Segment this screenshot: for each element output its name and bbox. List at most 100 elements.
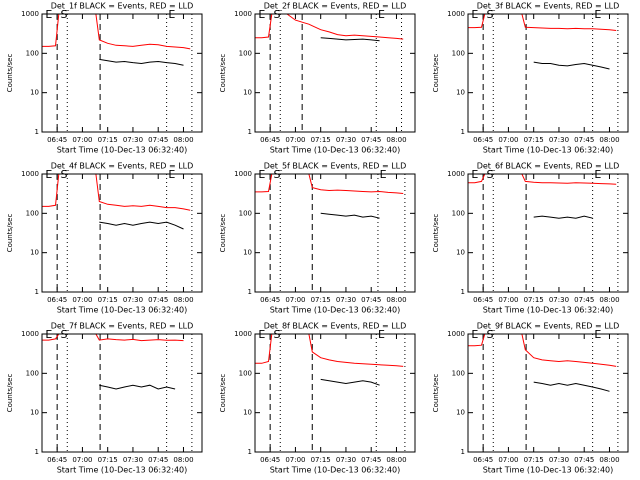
panel: Det_9f BLACK = Events, RED = LLD Counts/s… — [432, 322, 629, 475]
x-tick-label: 08:00 — [173, 136, 193, 144]
y-tick-label: 1 — [248, 288, 252, 296]
y-axis-label: Counts/sec — [6, 54, 14, 93]
y-tick-label: 100 — [26, 369, 39, 377]
y-tick-label: 1 — [461, 448, 465, 456]
y-tick-label: 1 — [35, 288, 39, 296]
y-tick-label: 1 — [248, 448, 252, 456]
panel: Det_4f BLACK = Events, RED = LLD Counts/s… — [6, 162, 203, 315]
y-tick-label: 100 — [26, 209, 39, 217]
x-axis-label: Start Time (10-Dec-13 06:32:40) — [270, 466, 401, 475]
plot-frame — [467, 173, 629, 293]
y-tick-label: 1000 — [447, 170, 465, 178]
x-tick-label: 07:30 — [549, 136, 569, 144]
x-tick-label: 07:45 — [148, 136, 168, 144]
plot-frame — [41, 333, 203, 453]
y-tick-label: 10 — [243, 89, 252, 97]
y-tick-label: 10 — [456, 89, 465, 97]
series-line — [533, 215, 593, 219]
x-axis-label: Start Time (10-Dec-13 06:32:40) — [483, 146, 614, 155]
x-tick-label: 07:15 — [524, 456, 544, 464]
series-line — [99, 221, 184, 230]
panel-title: Det_7f BLACK = Events, RED = LLD — [51, 322, 194, 331]
x-tick-label: 06:45 — [473, 456, 493, 464]
x-tick-label: 07:15 — [311, 136, 331, 144]
x-axis-label: Start Time (10-Dec-13 06:32:40) — [270, 146, 401, 155]
x-tick-label: 08:00 — [386, 296, 406, 304]
series-line — [42, 174, 191, 211]
y-tick-label: 10 — [30, 409, 39, 417]
y-tick-label: 10 — [243, 409, 252, 417]
x-tick-label: 07:30 — [549, 296, 569, 304]
series-line — [468, 334, 617, 367]
panel-title: Det_3f BLACK = Events, RED = LLD — [477, 2, 620, 11]
plot-frame — [254, 173, 416, 293]
plot-frame — [467, 333, 629, 453]
x-axis-label: Start Time (10-Dec-13 06:32:40) — [57, 306, 188, 315]
x-tick-label: 08:00 — [386, 136, 406, 144]
y-tick-label: 10 — [243, 249, 252, 257]
x-tick-label: 07:45 — [361, 296, 381, 304]
panel: Det_8f BLACK = Events, RED = LLD Counts/s… — [219, 322, 416, 475]
y-axis-label: Counts/sec — [432, 374, 440, 413]
series-line — [533, 381, 610, 392]
x-tick-label: 06:45 — [47, 456, 67, 464]
x-tick-label: 07:45 — [361, 456, 381, 464]
x-axis-label: Start Time (10-Dec-13 06:32:40) — [483, 466, 614, 475]
x-axis-label: Start Time (10-Dec-13 06:32:40) — [57, 146, 188, 155]
panel-title: Det_2f BLACK = Events, RED = LLD — [264, 2, 407, 11]
x-tick-label: 07:15 — [524, 296, 544, 304]
x-tick-label: 07:00 — [498, 136, 518, 144]
series-line — [255, 334, 404, 367]
series-line — [320, 378, 380, 386]
y-axis-label: Counts/sec — [432, 54, 440, 93]
x-tick-label: 07:00 — [498, 456, 518, 464]
x-tick-label: 08:00 — [599, 456, 619, 464]
x-tick-label: 07:15 — [98, 136, 118, 144]
y-tick-label: 1 — [35, 128, 39, 136]
panel-title: Det_9f BLACK = Events, RED = LLD — [477, 322, 620, 331]
y-tick-label: 1000 — [447, 330, 465, 338]
x-tick-label: 08:00 — [599, 296, 619, 304]
x-tick-label: 07:00 — [72, 456, 92, 464]
x-tick-label: 07:00 — [285, 136, 305, 144]
panel: Det_2f BLACK = Events, RED = LLD Counts/s… — [219, 2, 416, 155]
series-line — [468, 14, 617, 31]
x-axis-label: Start Time (10-Dec-13 06:32:40) — [270, 306, 401, 315]
y-axis-label: Counts/sec — [219, 214, 227, 253]
y-tick-label: 1000 — [234, 330, 252, 338]
y-tick-label: 100 — [239, 49, 252, 57]
x-axis-label: Start Time (10-Dec-13 06:32:40) — [57, 466, 188, 475]
y-tick-label: 1000 — [234, 10, 252, 18]
x-tick-label: 06:45 — [47, 136, 67, 144]
y-tick-label: 1000 — [447, 10, 465, 18]
series-line — [42, 14, 191, 50]
x-tick-label: 08:00 — [173, 296, 193, 304]
panel-title: Det_8f BLACK = Events, RED = LLD — [264, 322, 407, 331]
series-line — [320, 212, 380, 219]
y-tick-label: 100 — [452, 369, 465, 377]
x-tick-label: 07:00 — [72, 136, 92, 144]
x-tick-label: 07:00 — [285, 296, 305, 304]
panel-title: Det_6f BLACK = Events, RED = LLD — [477, 162, 620, 171]
x-tick-label: 07:15 — [524, 136, 544, 144]
y-tick-label: 100 — [26, 49, 39, 57]
x-tick-label: 07:30 — [123, 136, 143, 144]
plot-frame — [41, 13, 203, 133]
x-tick-label: 07:45 — [574, 456, 594, 464]
panel: Det_1f BLACK = Events, RED = LLD Counts/s… — [6, 2, 203, 155]
y-tick-label: 1 — [248, 128, 252, 136]
x-tick-label: 07:45 — [148, 456, 168, 464]
x-tick-label: 07:30 — [549, 456, 569, 464]
y-axis-label: Counts/sec — [432, 214, 440, 253]
x-tick-label: 08:00 — [599, 136, 619, 144]
plot-frame — [254, 333, 416, 453]
x-tick-label: 07:30 — [123, 456, 143, 464]
x-tick-label: 07:45 — [574, 136, 594, 144]
x-tick-label: 07:00 — [72, 296, 92, 304]
y-tick-label: 10 — [456, 249, 465, 257]
panel-title: Det_4f BLACK = Events, RED = LLD — [51, 162, 194, 171]
y-tick-label: 1000 — [21, 170, 39, 178]
x-tick-label: 06:45 — [47, 296, 67, 304]
y-tick-label: 100 — [452, 49, 465, 57]
